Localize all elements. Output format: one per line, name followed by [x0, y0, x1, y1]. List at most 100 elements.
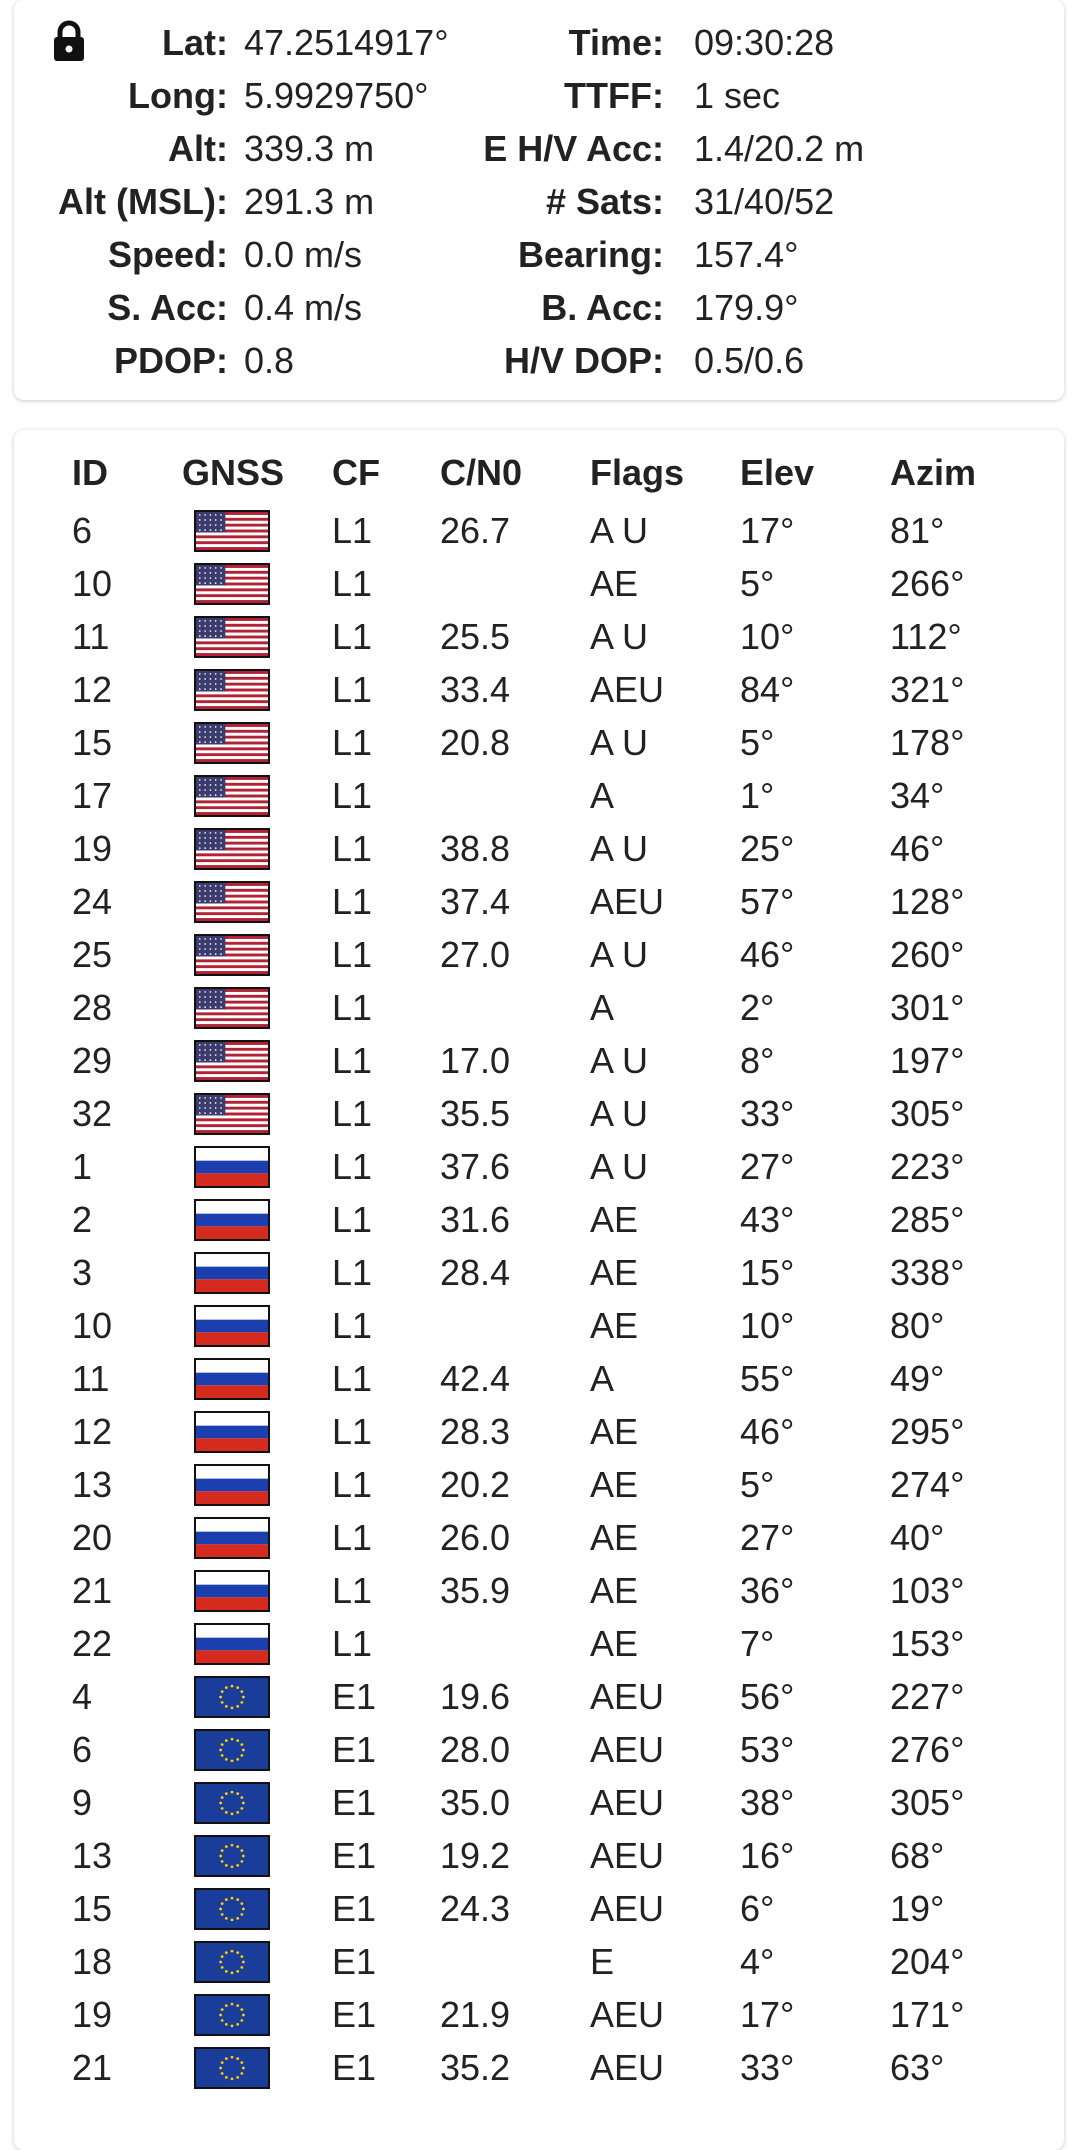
cell-cf: E1 — [332, 2047, 377, 2088]
table-row[interactable]: 18 E1 E 4° 204° — [14, 1935, 1064, 1988]
table-row[interactable]: 4 E1 19.6 AEU 56° 227° — [14, 1670, 1064, 1723]
table-row[interactable]: 21 L1 35.9 AE 36° 103° — [14, 1564, 1064, 1617]
table-row[interactable]: 15 E1 24.3 AEU 6° 19° — [14, 1882, 1064, 1935]
cell-cn0: 35.9 — [440, 1570, 511, 1611]
header-cn0[interactable]: C/N0 — [440, 452, 523, 493]
cell-id: 13 — [72, 1464, 113, 1505]
long-label: Long: — [128, 75, 228, 116]
header-azim[interactable]: Azim — [890, 452, 977, 493]
table-row[interactable]: 11 L1 42.4 A 55° 49° — [14, 1352, 1064, 1405]
header-id[interactable]: ID — [72, 452, 108, 493]
cell-cn0: 27.0 — [440, 934, 511, 975]
cell-id: 32 — [72, 1093, 113, 1134]
cell-cn0: 17.0 — [440, 1040, 511, 1081]
cell-elev: 27° — [740, 1517, 795, 1558]
cell-azim: 171° — [890, 1994, 965, 2035]
cell-cn0: 25.5 — [440, 616, 511, 657]
cell-id: 22 — [72, 1623, 113, 1664]
table-row[interactable]: 29 L1 17.0 A U 8° 197° — [14, 1034, 1064, 1087]
table-row[interactable]: 13 E1 19.2 AEU 16° 68° — [14, 1829, 1064, 1882]
table-row[interactable]: 15 L1 20.8 A U 5° 178° — [14, 716, 1064, 769]
table-row[interactable]: 6 L1 26.7 A U 17° 81° — [14, 504, 1064, 557]
table-row[interactable]: 17 L1 A 1° 34° — [14, 769, 1064, 822]
cell-azim: 305° — [890, 1782, 965, 1823]
cell-flags: A — [590, 987, 615, 1028]
table-row[interactable]: 13 L1 20.2 AE 5° 274° — [14, 1458, 1064, 1511]
cell-flags: A U — [590, 828, 649, 869]
table-row[interactable]: 25 L1 27.0 A U 46° 260° — [14, 928, 1064, 981]
long-value: 5.9929750° — [244, 75, 429, 116]
table-row[interactable]: 3 L1 28.4 AE 15° 338° — [14, 1246, 1064, 1299]
cell-elev: 33° — [740, 1093, 795, 1134]
lock-icon[interactable] — [52, 20, 86, 62]
table-row[interactable]: 28 L1 A 2° 301° — [14, 981, 1064, 1034]
cell-cf: E1 — [332, 1941, 377, 1982]
bottom-clip — [14, 2100, 1064, 2108]
russia-flag-icon — [194, 1199, 270, 1241]
table-row[interactable]: 19 E1 21.9 AEU 17° 171° — [14, 1988, 1064, 2041]
cell-elev: 8° — [740, 1040, 775, 1081]
cell-id: 10 — [72, 1305, 113, 1346]
cell-cn0: 26.0 — [440, 1517, 511, 1558]
header-cf[interactable]: CF — [332, 452, 380, 493]
cell-id: 17 — [72, 775, 113, 816]
cell-id: 11 — [72, 616, 110, 657]
cell-id: 19 — [72, 828, 113, 869]
table-row[interactable]: 12 L1 33.4 AEU 84° 321° — [14, 663, 1064, 716]
table-row[interactable]: 20 L1 26.0 AE 27° 40° — [14, 1511, 1064, 1564]
cell-azim: 46° — [890, 828, 945, 869]
table-row[interactable]: 10 L1 AE 10° 80° — [14, 1299, 1064, 1352]
usa-flag-icon — [194, 934, 270, 976]
cell-id: 29 — [72, 1040, 113, 1081]
cell-flags: A U — [590, 1093, 649, 1134]
table-row[interactable]: 10 L1 AE 5° 266° — [14, 557, 1064, 610]
cell-flags: A U — [590, 722, 649, 763]
cell-cf: E1 — [332, 1729, 377, 1770]
header-gnss[interactable]: GNSS — [182, 452, 285, 493]
table-row[interactable]: 32 L1 35.5 A U 33° 305° — [14, 1087, 1064, 1140]
cell-cf: E1 — [332, 1994, 377, 2035]
cell-elev: 27° — [740, 1146, 795, 1187]
cell-id: 1 — [72, 1146, 93, 1187]
eu-flag-icon — [194, 1888, 270, 1930]
eu-flag-icon — [194, 1729, 270, 1771]
table-row[interactable]: 24 L1 37.4 AEU 57° 128° — [14, 875, 1064, 928]
table-row[interactable]: 12 L1 28.3 AE 46° 295° — [14, 1405, 1064, 1458]
cell-elev: 43° — [740, 1199, 795, 1240]
cell-azim: 197° — [890, 1040, 965, 1081]
cell-cn0: 35.5 — [440, 1093, 511, 1134]
cell-cf: L1 — [332, 722, 373, 763]
cell-id: 18 — [72, 1941, 113, 1982]
table-row[interactable]: 9 E1 35.0 AEU 38° 305° — [14, 1776, 1064, 1829]
cell-flags: AEU — [590, 1994, 665, 2035]
header-flags[interactable]: Flags — [590, 452, 685, 493]
cell-elev: 46° — [740, 1411, 795, 1452]
cell-cf: L1 — [332, 1358, 373, 1399]
cell-flags: E — [590, 1941, 615, 1982]
cell-elev: 46° — [740, 934, 795, 975]
cell-azim: 204° — [890, 1941, 965, 1982]
cell-id: 20 — [72, 1517, 113, 1558]
table-row[interactable]: 22 L1 AE 7° 153° — [14, 1617, 1064, 1670]
russia-flag-icon — [194, 1517, 270, 1559]
usa-flag-icon — [194, 828, 270, 870]
cell-id: 15 — [72, 1888, 113, 1929]
cell-cn0: 20.2 — [440, 1464, 511, 1505]
cell-azim: 34° — [890, 775, 945, 816]
cell-cf: L1 — [332, 1252, 373, 1293]
table-row[interactable]: 21 E1 35.2 AEU 33° 63° — [14, 2041, 1064, 2094]
table-row[interactable]: 1 L1 37.6 A U 27° 223° — [14, 1140, 1064, 1193]
table-row[interactable]: 2 L1 31.6 AE 43° 285° — [14, 1193, 1064, 1246]
header-elev[interactable]: Elev — [740, 452, 815, 493]
table-row[interactable]: 6 E1 28.0 AEU 53° 276° — [14, 1723, 1064, 1776]
cell-cf: E1 — [332, 1888, 377, 1929]
cell-cf: L1 — [332, 1623, 373, 1664]
table-row[interactable]: 19 L1 38.8 A U 25° 46° — [14, 822, 1064, 875]
table-row[interactable]: 11 L1 25.5 A U 10° 112° — [14, 610, 1064, 663]
cell-elev: 1° — [740, 775, 775, 816]
cell-flags: AE — [590, 1623, 639, 1664]
cell-cf: L1 — [332, 510, 373, 551]
eu-flag-icon — [194, 2047, 270, 2089]
cell-azim: 80° — [890, 1305, 945, 1346]
cell-elev: 84° — [740, 669, 795, 710]
